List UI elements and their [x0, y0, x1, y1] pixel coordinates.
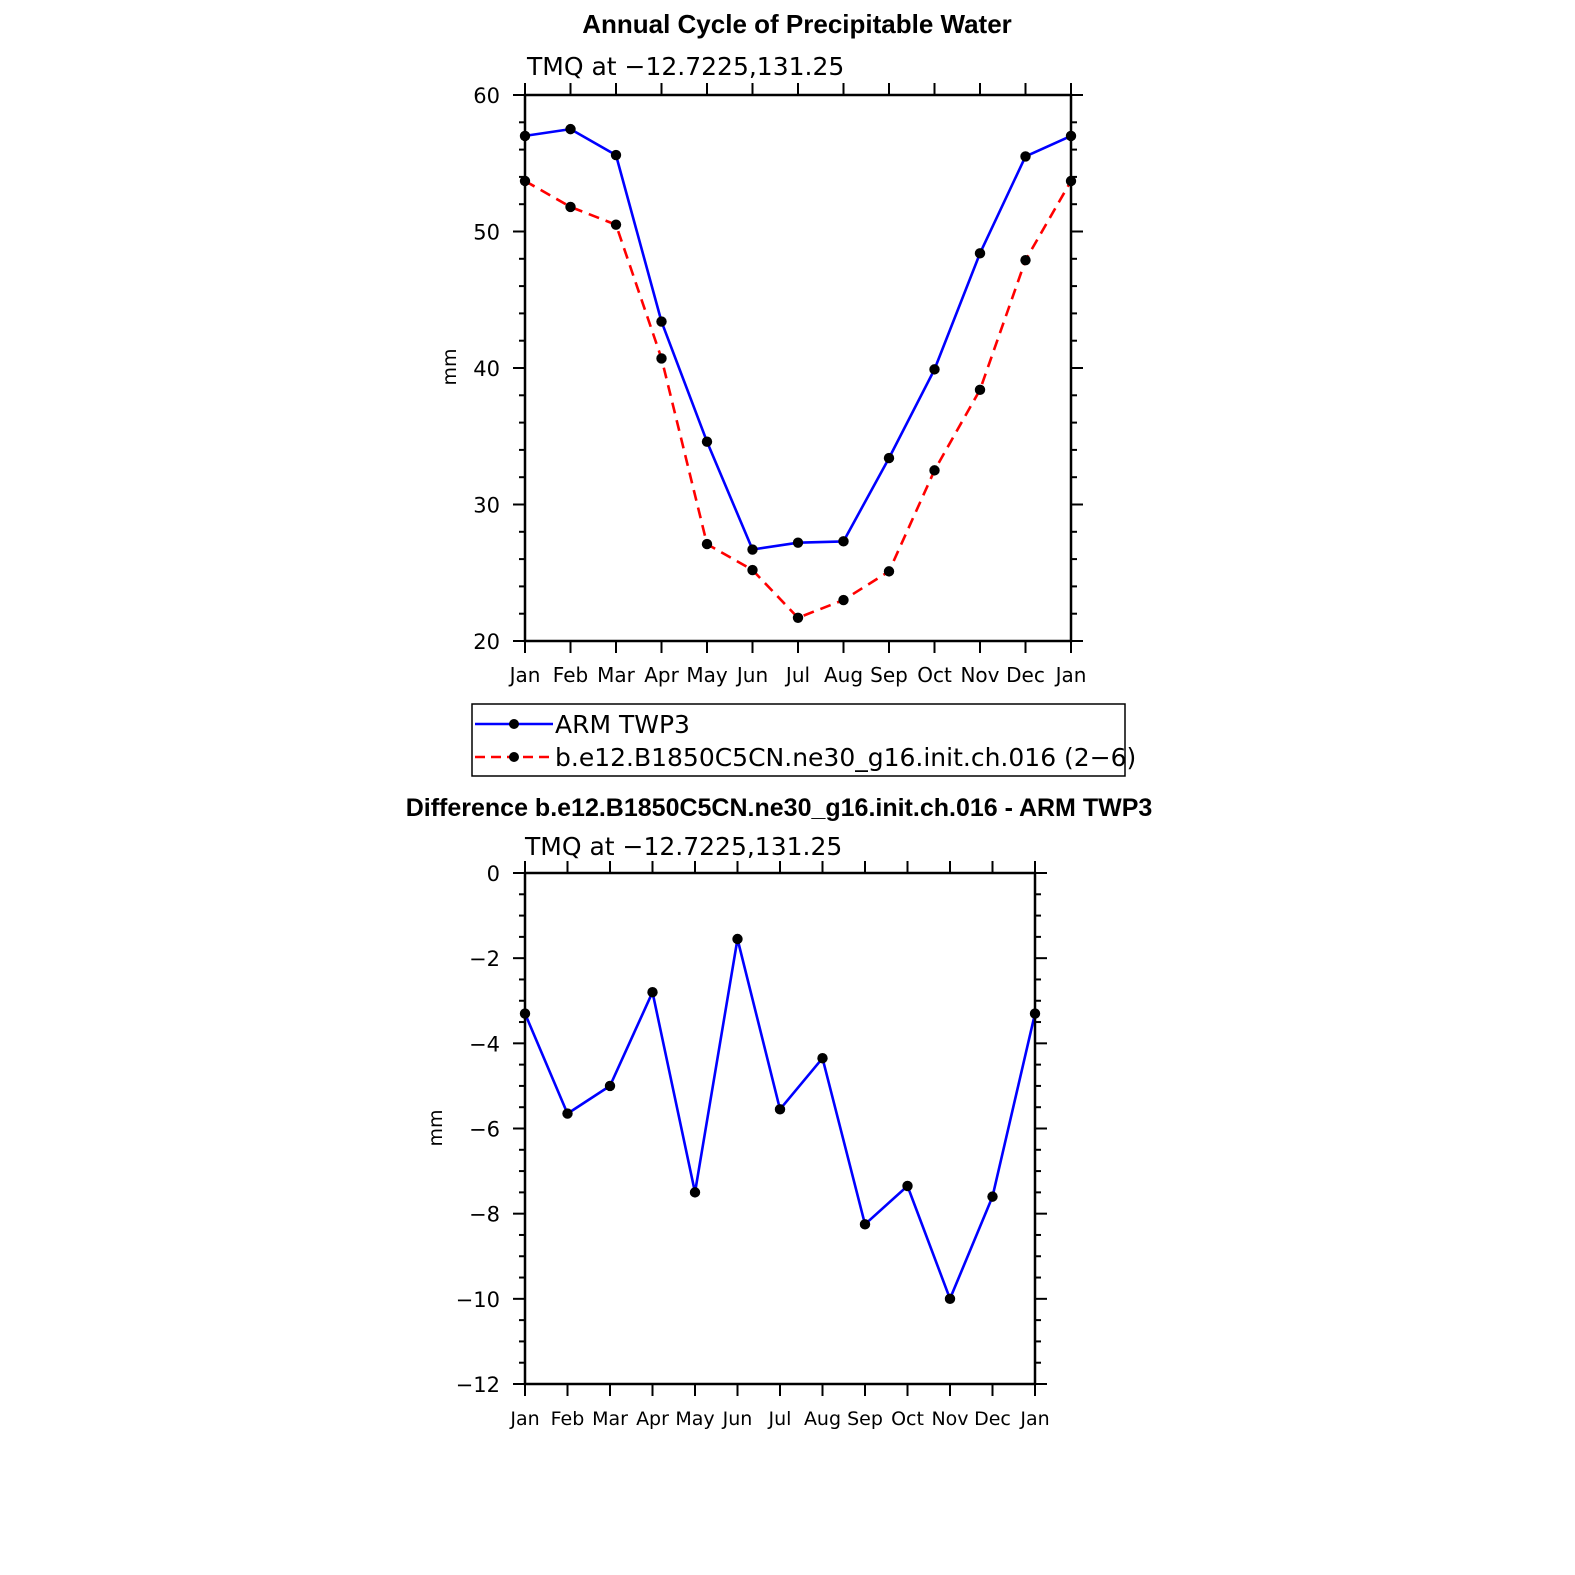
- chart1-title: Annual Cycle of Precipitable Water: [582, 9, 1012, 39]
- series-1-point: [974, 384, 986, 396]
- legend-label-model: b.e12.B1850C5CN.ne30_g16.init.ch.016 (2−…: [555, 743, 1136, 772]
- x-tick-label: Feb: [551, 1408, 585, 1430]
- x-tick-label: Nov: [960, 663, 999, 687]
- chart2-plot-area: [519, 933, 1041, 1305]
- x-tick-label: Apr: [644, 663, 679, 687]
- series-0-point: [792, 537, 804, 548]
- x-tick-label: Jan: [508, 663, 541, 687]
- y-tick-label: 20: [473, 630, 500, 654]
- x-tick-label: Sep: [870, 663, 908, 687]
- series-0-point: [1020, 151, 1031, 162]
- x-tick-label: Oct: [917, 663, 952, 687]
- series-1-point: [656, 353, 667, 364]
- y-tick-label: 60: [473, 84, 500, 108]
- chart1-frame: [523, 93, 1073, 643]
- series-1-point: [565, 201, 576, 213]
- y-tick-label: −2: [469, 947, 500, 971]
- series-0-point: [732, 933, 743, 945]
- series-1-point: [610, 219, 622, 230]
- x-tick-label: Aug: [824, 663, 863, 687]
- series-0-point: [656, 316, 667, 327]
- series-0-point: [987, 1191, 998, 1202]
- chart1-axis-ticks: [513, 83, 1083, 653]
- chart1-legend: ARM TWP3 b.e12.B1850C5CN.ne30_g16.init.c…: [471, 703, 1136, 777]
- series-1-point: [1020, 254, 1031, 266]
- x-tick-label: Dec: [1006, 663, 1045, 687]
- x-tick-label: Apr: [636, 1408, 669, 1430]
- series-0-point: [647, 987, 658, 998]
- x-tick-label: May: [686, 663, 728, 687]
- x-tick-label: Jan: [1019, 1408, 1049, 1430]
- y-tick-label: −8: [469, 1203, 500, 1227]
- y-tick-label: 0: [487, 862, 500, 886]
- series-1-point: [747, 564, 758, 576]
- x-tick-label: Feb: [553, 663, 588, 687]
- y-tick-label: −12: [456, 1373, 500, 1397]
- series-1-point: [838, 594, 849, 606]
- y-tick-label: −6: [469, 1118, 500, 1142]
- legend-box: [471, 703, 1126, 777]
- chart1-plot-area: [519, 123, 1077, 623]
- y-tick-label: −4: [469, 1032, 500, 1056]
- chart2-frame: [523, 871, 1037, 1386]
- series-0-point: [689, 1187, 701, 1198]
- series-0-point: [838, 536, 849, 547]
- series-0-point: [883, 452, 895, 464]
- series-0-point: [774, 1104, 786, 1115]
- series-line-0: [523, 937, 1037, 1301]
- series-0-point: [604, 1080, 616, 1092]
- chart1-y-tick-labels: 20 30 40 50 60: [473, 84, 500, 654]
- series-0-point: [701, 436, 713, 447]
- series-line-1: [524, 179, 1073, 620]
- series-0-point: [859, 1219, 871, 1230]
- chart1-x-tick-labels: Jan Feb Mar Apr May Jun Jul Aug Sep Oct Nov Dec Jan: [508, 663, 1087, 687]
- series-0-point: [562, 1108, 573, 1119]
- x-tick-label: Jun: [722, 1408, 753, 1430]
- x-tick-label: Nov: [931, 1408, 968, 1430]
- x-tick-label: Jul: [768, 1408, 792, 1430]
- series-1-point: [929, 465, 940, 476]
- series-1-point: [883, 566, 895, 577]
- x-tick-label: Jan: [509, 1408, 539, 1430]
- x-tick-label: Aug: [804, 1408, 841, 1430]
- series-0-point: [610, 149, 622, 161]
- x-tick-label: Sep: [847, 1408, 883, 1430]
- series-0-point: [817, 1053, 828, 1064]
- series-line-0: [524, 127, 1072, 551]
- chart2-title: Difference b.e12.B1850C5CN.ne30_g16.init…: [406, 794, 1153, 822]
- series-0-point: [747, 544, 758, 555]
- x-tick-label: May: [675, 1408, 714, 1430]
- x-tick-label: Dec: [974, 1408, 1011, 1430]
- y-tick-label: 50: [473, 221, 500, 245]
- y-tick-label: −10: [456, 1288, 500, 1312]
- chart2-subtitle: TMQ at −12.7225,131.25: [524, 832, 842, 861]
- y-tick-label: 40: [473, 357, 500, 381]
- series-0-point: [929, 364, 940, 375]
- x-tick-label: Jun: [735, 663, 768, 687]
- x-tick-label: Jan: [1054, 663, 1087, 687]
- series-0-point: [944, 1293, 956, 1305]
- x-tick-label: Mar: [597, 663, 636, 687]
- chart2-x-tick-labels: Jan Feb Mar Apr May Jun Jul Aug Sep Oct Nov Dec Jan: [509, 1408, 1049, 1430]
- chart1-subtitle: TMQ at −12.7225,131.25: [526, 52, 844, 81]
- chart2-axis-ticks: [513, 861, 1047, 1396]
- legend-marker-arm: [509, 719, 519, 729]
- series-1-point: [701, 538, 713, 550]
- x-tick-label: Mar: [592, 1408, 628, 1430]
- x-tick-label: Jul: [784, 663, 810, 687]
- y-tick-label: 30: [473, 494, 500, 518]
- chart2-y-tick-labels: −12 −10 −8 −6 −4 −2 0: [456, 862, 500, 1397]
- series-1-point: [792, 612, 804, 623]
- x-tick-label: Oct: [891, 1408, 924, 1430]
- series-0-point: [902, 1180, 913, 1192]
- series-0-point: [974, 248, 986, 259]
- chart2-y-label: mm: [425, 1109, 447, 1146]
- legend-marker-model: [509, 752, 519, 762]
- series-0-point: [565, 123, 576, 135]
- legend-label-arm: ARM TWP3: [555, 710, 690, 739]
- chart1-y-label: mm: [439, 348, 461, 385]
